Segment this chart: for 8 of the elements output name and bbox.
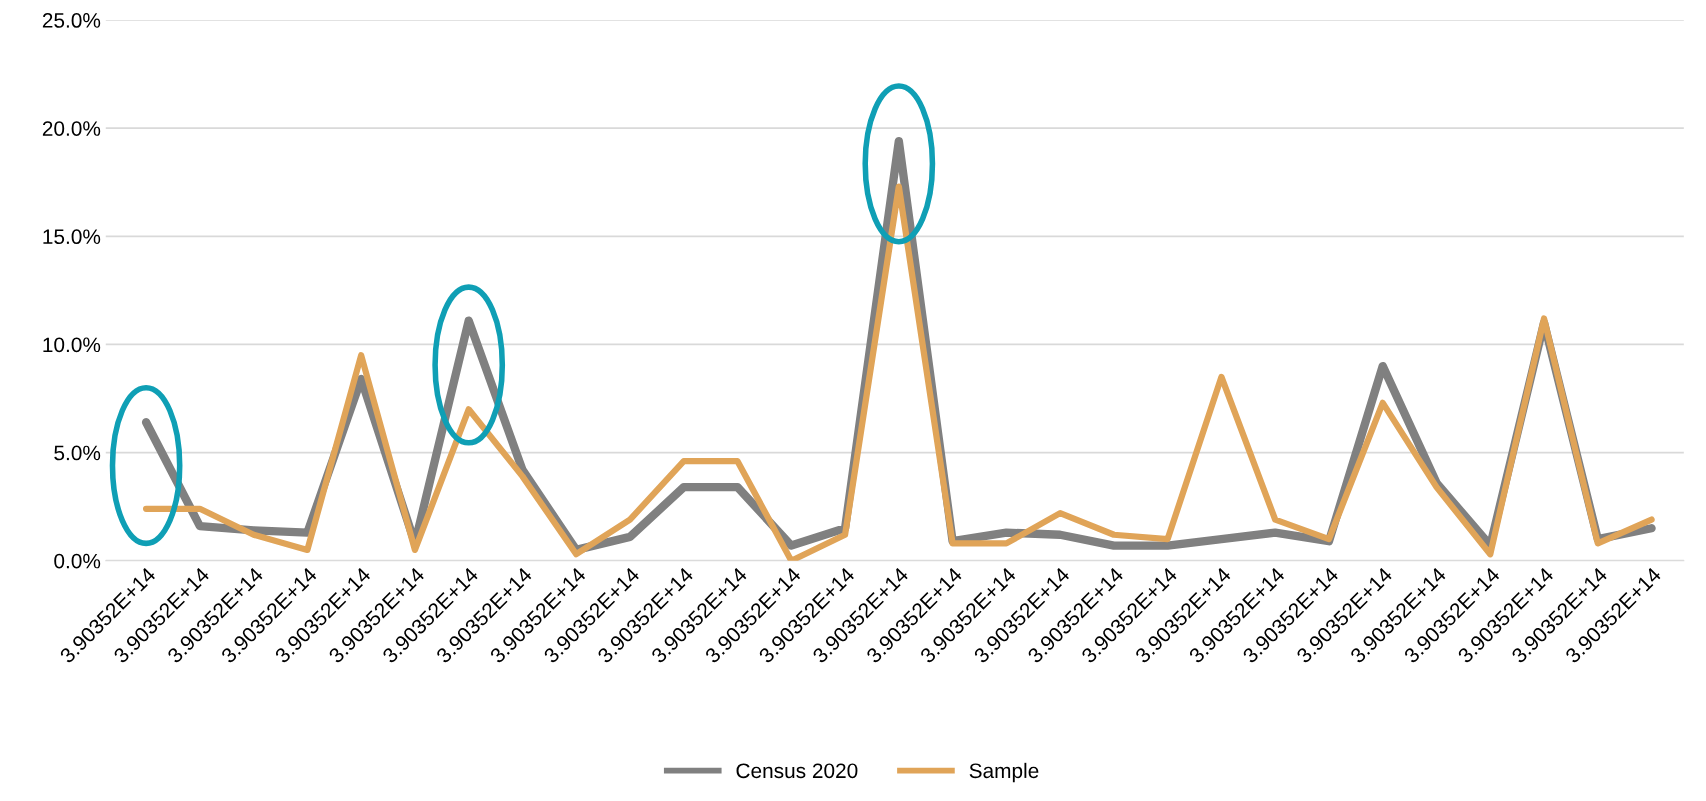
y-tick-label: 20.0% (42, 121, 101, 136)
y-tick-label: 5.0% (54, 445, 101, 461)
y-tick-label: 25.0% (42, 13, 101, 28)
y-tick-label: 15.0% (43, 229, 101, 245)
legend-label: Sample (969, 762, 1039, 783)
legend-label: Census 2020 (736, 763, 858, 779)
y-tick-label: 10.0% (43, 337, 101, 353)
y-tick-label: 0.0% (54, 553, 101, 569)
